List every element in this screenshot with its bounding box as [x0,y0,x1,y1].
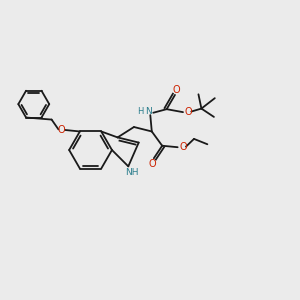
Text: O: O [184,106,192,117]
Text: O: O [148,159,156,169]
Text: N: N [146,107,152,116]
Text: O: O [172,85,180,94]
Text: NH: NH [125,168,139,177]
Text: O: O [179,142,187,152]
Text: O: O [57,125,64,135]
Text: H: H [138,107,144,116]
